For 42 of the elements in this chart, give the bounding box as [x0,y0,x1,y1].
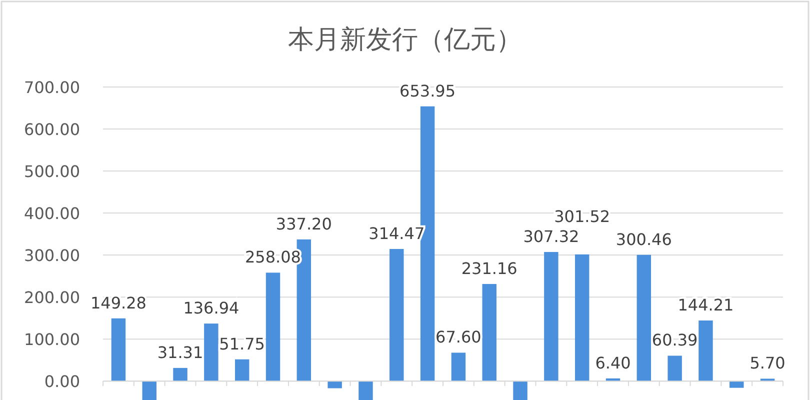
y-tick-label: 500.00 [24,162,80,182]
bar [730,381,744,388]
data-label: 136.94 [183,298,240,318]
bar [451,352,466,382]
y-tick-label: 100.00 [24,330,80,350]
bar [636,254,652,382]
data-label: 301.52 [554,206,610,226]
bar [698,320,713,382]
bar [513,381,528,400]
bar [234,359,250,382]
data-label: 5.70 [750,354,786,373]
bar [111,318,126,382]
bar [173,368,188,382]
bar [544,252,558,382]
bar [328,381,342,388]
bar [266,272,280,382]
data-label: 307.32 [523,226,580,246]
data-label: 67.60 [436,328,482,347]
bar [358,381,373,400]
y-tick-label: 700.00 [24,78,80,97]
bar [390,248,404,382]
data-label: 149.28 [90,293,146,312]
y-tick-label: 300.00 [24,246,80,266]
data-label: 653.95 [400,81,456,100]
y-tick-label: 0.00 [44,372,80,392]
y-tick-label: 600.00 [24,120,80,140]
data-label: 31.31 [157,342,204,362]
bar [668,356,682,382]
chart-title: 本月新发行（亿元） [288,25,522,55]
bar [574,254,590,382]
y-tick-label: 200.00 [24,288,80,308]
data-label: 6.40 [595,353,631,372]
bar [482,284,496,382]
data-label: 144.21 [678,296,734,315]
bar [204,324,218,382]
data-label: 300.46 [616,230,672,249]
data-label: 231.16 [461,258,518,278]
data-label: 60.39 [652,330,698,350]
y-tick-label: 400.00 [24,204,80,224]
bar [142,381,156,400]
data-label: 337.20 [276,214,332,234]
data-label: 51.75 [219,334,265,354]
